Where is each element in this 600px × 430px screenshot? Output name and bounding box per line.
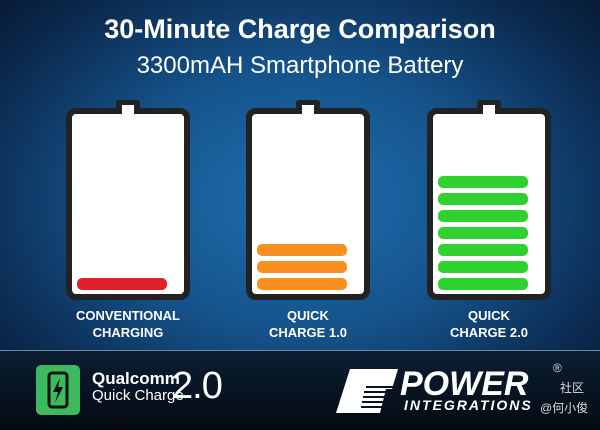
quick-charge-version: 2.0 (172, 365, 223, 407)
charge-bar (438, 261, 528, 273)
battery-label-conventional: CONVENTIONAL CHARGING (76, 308, 180, 340)
charge-bar (438, 227, 528, 239)
registered-mark: ® (553, 361, 562, 375)
battery-terminal (296, 100, 320, 114)
quick-charge-name: Quick Charge (92, 387, 184, 404)
charge-bar (438, 244, 528, 256)
charge-bar (257, 261, 347, 273)
watermark-community: 社区 (560, 381, 585, 395)
footer: Qualcomm Quick Charge 2.0 POWER INTEGRAT… (0, 350, 600, 430)
battery (246, 100, 370, 300)
battery-terminal (477, 100, 501, 114)
page-title: 30-Minute Charge Comparison (104, 14, 496, 44)
phone-lightning-icon (36, 365, 80, 415)
battery (427, 100, 551, 300)
charge-bar (257, 244, 347, 256)
integrations-text: INTEGRATIONS (404, 397, 533, 413)
power-text: POWER (400, 365, 529, 403)
watermark-author: @何小俊 (540, 401, 589, 415)
battery-label-qc2: QUICK CHARGE 2.0 (449, 308, 529, 340)
page-subtitle: 3300mAH Smartphone Battery (136, 52, 464, 79)
battery-terminal (116, 100, 140, 114)
charge-bar (77, 278, 167, 290)
charge-bar (438, 278, 528, 290)
qualcomm-name: Qualcomm (92, 369, 180, 388)
charge-bar (438, 193, 528, 205)
charge-bar (438, 176, 528, 188)
charge-bar (438, 210, 528, 222)
power-integrations-logo-icon (336, 369, 406, 413)
battery-label-qc1: QUICK CHARGE 1.0 (268, 308, 348, 340)
battery (66, 100, 190, 300)
charge-bar (257, 278, 347, 290)
